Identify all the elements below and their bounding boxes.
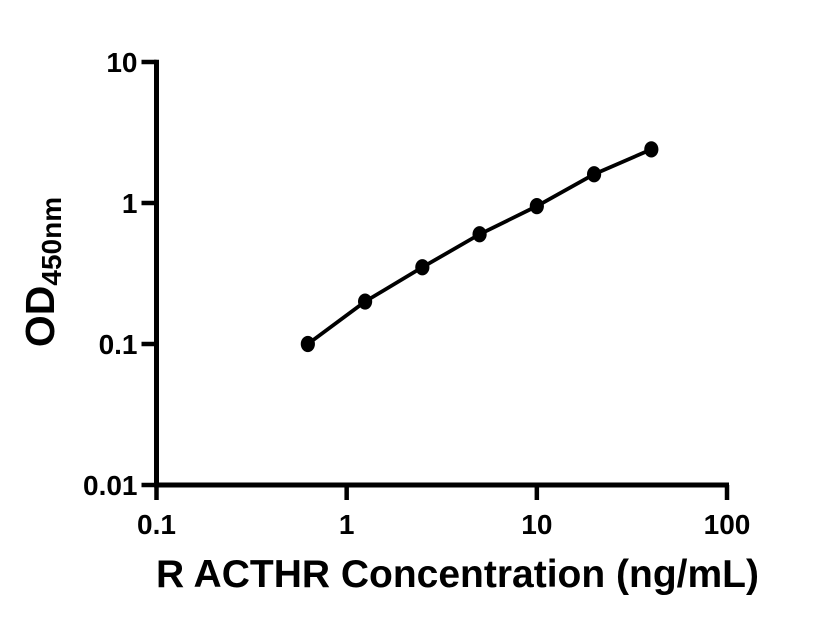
- data-point-0-1: [357, 293, 373, 310]
- x-tick-label-1: 1: [339, 509, 355, 540]
- x-axis-title: R ACTHR Concentration (ng/mL): [156, 553, 759, 596]
- data-point-0-5: [586, 166, 602, 183]
- data-point-0-3: [472, 226, 487, 243]
- x-tick-label-100: 100: [704, 509, 751, 540]
- x-tick-label-0.1: 0.1: [137, 509, 176, 540]
- y-axis-title-main: OD: [17, 285, 63, 348]
- y-tick-label-1: 1: [122, 188, 138, 219]
- y-tick-label-10: 10: [106, 47, 137, 78]
- data-point-0-6: [644, 141, 659, 158]
- x-tick-label-10: 10: [521, 509, 552, 540]
- y-axis-title-subscript: 450nm: [36, 196, 67, 286]
- data-point-0-0: [300, 335, 315, 353]
- y-tick-label-0.1: 0.1: [99, 329, 138, 360]
- y-axis-title: OD 450nm: [17, 192, 72, 352]
- data-point-0-2: [415, 259, 430, 276]
- y-tick-label-0.01: 0.01: [83, 470, 138, 501]
- data-point-0-4: [529, 198, 544, 215]
